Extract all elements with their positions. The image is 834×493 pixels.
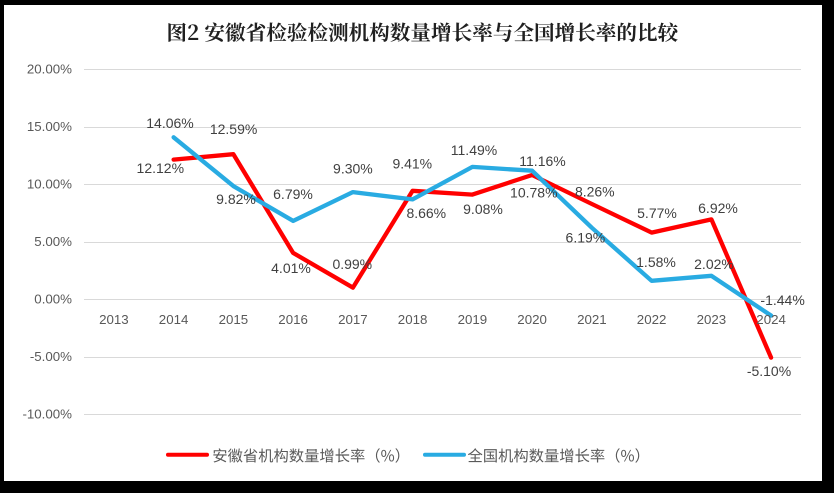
svg-text:2021: 2021 <box>577 312 607 327</box>
svg-text:14.06%: 14.06% <box>146 115 193 131</box>
svg-text:2015: 2015 <box>219 312 249 327</box>
svg-text:20.00%: 20.00% <box>27 62 72 77</box>
svg-text:2.02%: 2.02% <box>694 256 734 272</box>
svg-text:6.92%: 6.92% <box>698 200 738 216</box>
svg-text:-5.10%: -5.10% <box>747 363 791 379</box>
svg-text:2024: 2024 <box>756 312 786 327</box>
svg-text:12.12%: 12.12% <box>137 160 184 176</box>
svg-text:-5.00%: -5.00% <box>30 349 72 364</box>
svg-text:4.01%: 4.01% <box>271 260 311 276</box>
svg-text:-1.44%: -1.44% <box>760 292 804 308</box>
svg-text:2018: 2018 <box>398 312 428 327</box>
svg-text:9.82%: 9.82% <box>216 191 256 207</box>
svg-text:8.26%: 8.26% <box>575 183 615 199</box>
svg-text:10.00%: 10.00% <box>27 177 72 192</box>
svg-text:11.49%: 11.49% <box>451 142 497 158</box>
svg-text:2023: 2023 <box>697 312 727 327</box>
svg-text:9.30%: 9.30% <box>333 160 373 176</box>
svg-text:2013: 2013 <box>99 312 129 327</box>
svg-text:2016: 2016 <box>278 312 308 327</box>
svg-text:6.19%: 6.19% <box>566 229 606 245</box>
svg-text:5.00%: 5.00% <box>34 234 72 249</box>
svg-text:2014: 2014 <box>159 312 189 327</box>
svg-text:8.66%: 8.66% <box>406 205 446 221</box>
svg-text:10.78%: 10.78% <box>510 185 557 201</box>
svg-text:11.16%: 11.16% <box>519 153 565 169</box>
svg-text:12.59%: 12.59% <box>210 121 257 137</box>
svg-text:0.00%: 0.00% <box>34 292 72 307</box>
svg-text:2019: 2019 <box>458 312 488 327</box>
svg-text:6.79%: 6.79% <box>273 186 313 202</box>
svg-text:0.99%: 0.99% <box>332 256 372 272</box>
svg-text:-10.00%: -10.00% <box>22 407 72 422</box>
svg-text:2020: 2020 <box>517 312 547 327</box>
svg-text:1.58%: 1.58% <box>636 254 676 270</box>
svg-text:5.77%: 5.77% <box>637 205 677 221</box>
svg-text:2017: 2017 <box>338 312 368 327</box>
svg-text:9.08%: 9.08% <box>463 201 503 217</box>
svg-text:15.00%: 15.00% <box>27 119 72 134</box>
svg-text:9.41%: 9.41% <box>392 155 432 171</box>
svg-text:2022: 2022 <box>637 312 667 327</box>
